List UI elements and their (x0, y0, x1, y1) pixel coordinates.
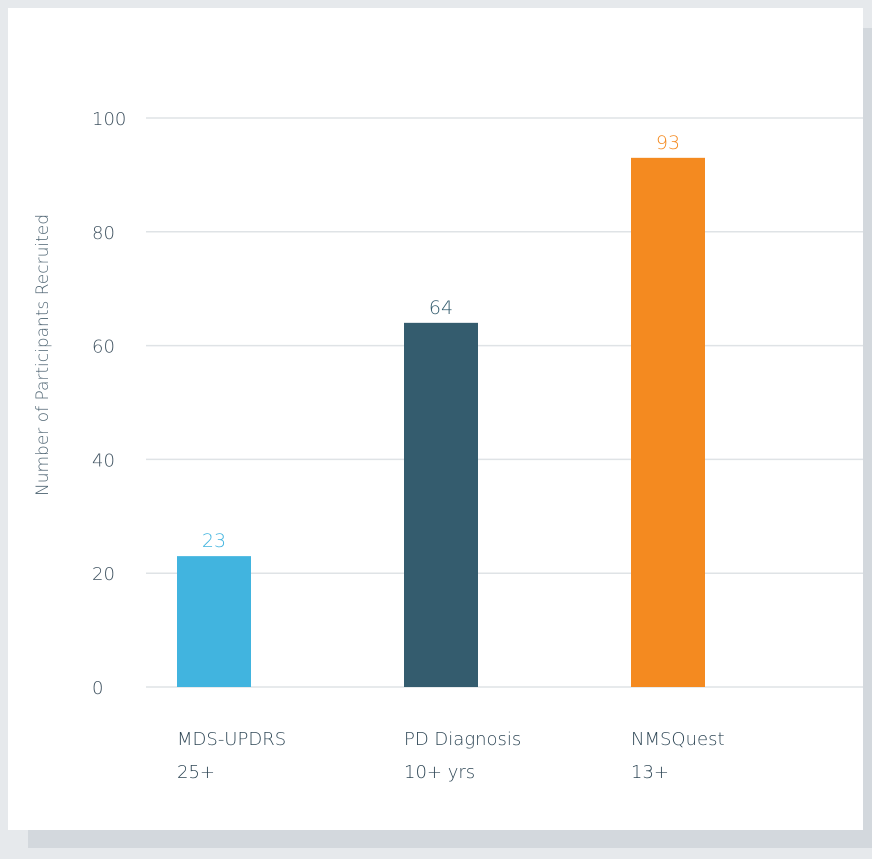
category-label: 10+ yrs (404, 762, 475, 783)
bar-value-label: 93 (656, 132, 680, 154)
category-label: 25+ (177, 762, 215, 783)
category-label: 13+ (631, 762, 669, 783)
category-label: PD Diagnosis (404, 729, 521, 750)
category-label: MDS-UPDRS (177, 729, 286, 750)
y-tick-label: 40 (92, 450, 115, 471)
x-axis-category-labels: MDS-UPDRS 25+ PD Diagnosis 10+ yrs NMSQuest 1… (177, 729, 725, 783)
gridlines (146, 117, 863, 688)
bars (177, 157, 705, 687)
y-axis-ticks: 0 20 40 60 80 100 (92, 109, 126, 699)
value-labels: 23 64 93 (202, 132, 680, 552)
bar-value-label: 64 (429, 297, 453, 319)
bar (177, 556, 251, 687)
y-tick-label: 100 (92, 109, 126, 130)
bar (404, 322, 478, 687)
y-tick-label: 60 (92, 337, 115, 358)
y-axis-label: Number of Participants Recruited (33, 214, 53, 496)
category-label: NMSQuest (631, 729, 725, 750)
y-tick-label: 80 (92, 223, 115, 244)
y-tick-label: 0 (92, 678, 103, 699)
bar-value-label: 23 (202, 530, 226, 552)
bar (631, 157, 705, 687)
y-tick-label: 20 (92, 564, 115, 585)
